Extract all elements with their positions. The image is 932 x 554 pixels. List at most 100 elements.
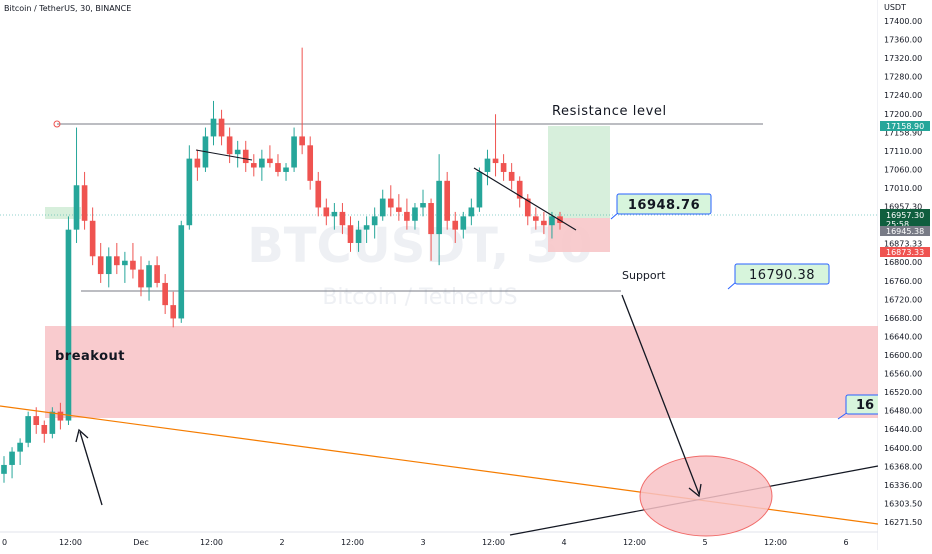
- time-tick: 2: [279, 538, 284, 547]
- candle: [283, 163, 289, 181]
- candle: [347, 216, 354, 252]
- time-tick: 12:00: [764, 538, 787, 547]
- candle: [25, 411, 31, 448]
- price-tick: 17240.00: [884, 91, 922, 100]
- price-tick: 16640.00: [884, 332, 922, 341]
- candle: [17, 438, 23, 465]
- time-tick: 6: [843, 538, 848, 547]
- candle: [396, 194, 402, 221]
- candle: [154, 256, 160, 288]
- time-tick: 3: [420, 538, 425, 547]
- candle: [226, 127, 233, 164]
- symbol-header: Bitcoin / TetherUS, 30, BINANCE: [4, 4, 131, 13]
- candle: [122, 251, 128, 283]
- candle: [307, 136, 314, 190]
- resistance-label: Resistance level: [552, 104, 667, 119]
- support-price-callout[interactable]: 16790.38: [727, 263, 830, 290]
- candle: [484, 149, 491, 186]
- price-tick: 17280.00: [884, 73, 922, 82]
- last-price-tag: 16957.30 25:58: [880, 209, 930, 229]
- target-circle[interactable]: [639, 455, 773, 537]
- candle: [460, 211, 467, 239]
- descending-trendline[interactable]: [473, 167, 577, 231]
- time-tick: Dec: [133, 538, 148, 547]
- candle: [162, 274, 168, 315]
- candle: [291, 127, 297, 172]
- candle: [541, 211, 547, 235]
- candle: [49, 407, 56, 439]
- price-tick: 16480.00: [884, 407, 922, 416]
- candle: [524, 194, 531, 226]
- price-tick: 17110.00: [884, 147, 922, 156]
- candle: [170, 291, 177, 328]
- candle: [339, 203, 346, 235]
- watermark-name: Bitcoin / TetherUS: [322, 285, 517, 310]
- entry-price-tag: 16945.38: [880, 226, 930, 236]
- price-tick: 17060.00: [884, 165, 922, 174]
- price-tick: 16760.00: [884, 277, 922, 286]
- candle: [500, 154, 507, 181]
- candle: [371, 207, 378, 239]
- price-tick: 16336.00: [884, 481, 922, 490]
- target-zone[interactable]: [548, 126, 610, 218]
- candle: [234, 140, 241, 168]
- candle: [412, 203, 418, 230]
- candle: [428, 198, 434, 261]
- time-axis[interactable]: 0 12:00 Dec 12:00 2 12:00 3 12:00 4 12:00 5 12:00 6: [2, 538, 849, 547]
- svg-text:16948.76: 16948.76: [628, 198, 700, 213]
- price-tick: 16720.00: [884, 295, 922, 304]
- stop-zone[interactable]: [548, 218, 610, 252]
- support-label: Support: [622, 269, 666, 282]
- candle: [130, 242, 136, 279]
- candle: [146, 260, 152, 301]
- candle: [33, 407, 40, 434]
- candle: [299, 47, 305, 155]
- demand-zone[interactable]: [45, 326, 878, 418]
- price-tick: 17010.00: [884, 184, 922, 193]
- price-tick: 16873.33: [884, 240, 922, 249]
- candle: [267, 145, 273, 168]
- candle: [476, 167, 483, 212]
- candle: [516, 176, 523, 208]
- candle: [492, 114, 499, 177]
- candle: [508, 163, 515, 190]
- candle: [65, 216, 72, 425]
- candle: [9, 447, 15, 479]
- candle: [186, 145, 193, 230]
- price-tick: 17360.00: [884, 36, 922, 45]
- target-price-tag: 17158.90: [880, 121, 930, 131]
- cut-price-callout[interactable]: 16: [837, 394, 887, 420]
- price-tick: 16368.00: [884, 462, 922, 471]
- stop-price-tag: 16873.33: [880, 247, 930, 257]
- price-tick: 16560.00: [884, 370, 922, 379]
- time-tick: 5: [702, 538, 707, 547]
- candle: [452, 211, 459, 243]
- price-tick: 16600.00: [884, 351, 922, 360]
- candle: [210, 100, 217, 146]
- svg-text:17158.90: 17158.90: [886, 122, 924, 131]
- time-tick: 12:00: [341, 538, 364, 547]
- price-axis[interactable]: 17400.00 17360.00 17320.00 17280.00 17240.00…: [884, 17, 922, 527]
- price-axis-bg: [878, 0, 932, 550]
- price-tick: 16520.00: [884, 388, 922, 397]
- resistance-anchor[interactable]: [53, 120, 61, 128]
- candle: [404, 198, 410, 230]
- price-tick: 16800.00: [884, 258, 922, 267]
- svg-text:16945.38: 16945.38: [886, 227, 924, 236]
- breakout-arrow[interactable]: [75, 428, 103, 506]
- price-tick: 16271.50: [884, 518, 922, 527]
- candle: [73, 127, 80, 243]
- svg-text:16790.38: 16790.38: [749, 268, 815, 283]
- price-tick: 17320.00: [884, 54, 922, 63]
- price-tick: 17158.90: [884, 128, 922, 137]
- candle: [468, 198, 475, 226]
- entry-price-callout[interactable]: 16948.76: [610, 193, 712, 220]
- candle: [331, 203, 338, 230]
- projection-arrow[interactable]: [621, 294, 702, 498]
- candle: [41, 420, 48, 443]
- candle: [436, 154, 442, 266]
- candle: [1, 456, 7, 483]
- candle: [420, 189, 426, 217]
